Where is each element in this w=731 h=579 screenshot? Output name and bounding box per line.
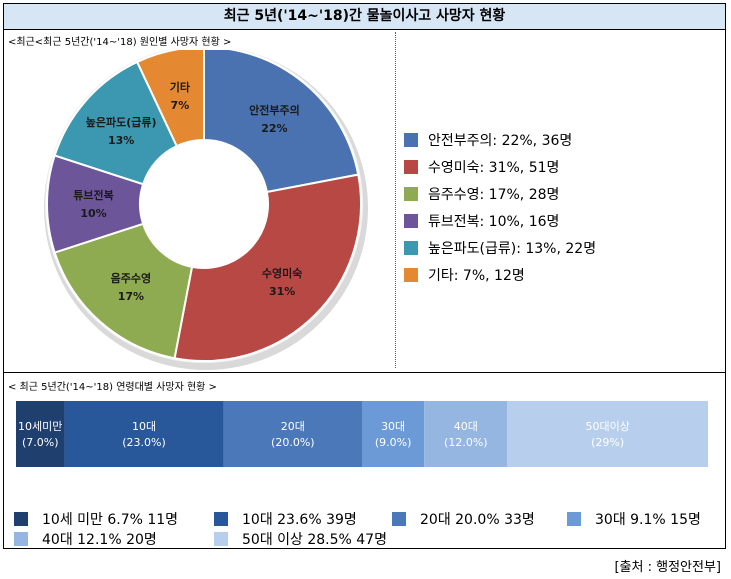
slice-value-label: 22% xyxy=(261,122,287,135)
bar-legend-item: 40대 12.1% 20명 xyxy=(14,529,214,549)
legend-swatch xyxy=(404,132,418,147)
pie-slice xyxy=(203,50,360,194)
donut-hole xyxy=(141,141,267,267)
pie-legend-item: 기타: 7%, 12명 xyxy=(404,261,596,288)
segment-value-label: (12.0%) xyxy=(444,436,488,449)
bar-legend-item: 10세 미만 6.7% 11명 xyxy=(14,509,214,529)
legend-swatch xyxy=(567,512,581,526)
cause-pie-chart: 안전부주의 22% 수영미숙 31% 음주수영 17% 튜브전복 10% 높은파도(급류) 13%… xyxy=(44,50,368,370)
legend-swatch xyxy=(392,512,406,526)
legend-label: 10세 미만 6.7% 11명 xyxy=(42,512,179,528)
legend-label: 수영미숙: 31%, 51명 xyxy=(428,159,560,176)
legend-swatch xyxy=(214,512,228,526)
segment-category-label: 50대이상 xyxy=(585,420,629,433)
source-note: [출처 : 행정안전부] xyxy=(614,560,721,575)
slice-category-label: 기타 xyxy=(170,80,191,94)
legend-label: 10대 23.6% 39명 xyxy=(242,512,357,528)
pie-chart-caption: <최근<최근 5년간('14~'18) 원인별 사망자 현황 > xyxy=(8,37,232,48)
legend-label: 안전부주의: 22%, 36명 xyxy=(428,132,573,149)
legend-label: 40대 12.1% 20명 xyxy=(42,532,157,548)
pie-slice xyxy=(53,222,194,360)
section-divider xyxy=(395,32,396,368)
bar-segment xyxy=(424,401,508,467)
pie-slice xyxy=(53,60,179,186)
legend-label: 20대 20.0% 33명 xyxy=(420,512,535,528)
slice-value-label: 17% xyxy=(118,290,144,303)
slice-value-label: 31% xyxy=(269,285,295,298)
bar-segment xyxy=(362,401,425,467)
legend-swatch xyxy=(404,240,418,255)
bar-legend-item: 10대 23.6% 39명 xyxy=(214,509,392,529)
legend-label: 기타: 7%, 12명 xyxy=(428,267,525,284)
bar-segment xyxy=(223,401,362,467)
bar-legend-item: 50대 이상 28.5% 47명 xyxy=(214,529,387,549)
slice-value-label: 7% xyxy=(171,99,190,112)
legend-swatch xyxy=(404,213,418,228)
legend-label: 50대 이상 28.5% 47명 xyxy=(242,532,387,548)
pie-legend: 안전부주의: 22%, 36명 수영미숙: 31%, 51명 음주수영: 17%… xyxy=(404,126,596,288)
segment-value-label: (20.0%) xyxy=(271,436,315,449)
age-section: < 최근 5년간('14~'18) 연령대별 사망자 현황 > 10세미만 (7.… xyxy=(4,373,725,550)
legend-label: 30대 9.1% 15명 xyxy=(595,512,701,528)
segment-category-label: 10세미만 xyxy=(18,420,62,433)
segment-value-label: (9.0%) xyxy=(375,436,412,449)
slice-value-label: 13% xyxy=(108,134,134,147)
pie-slice xyxy=(135,50,205,148)
bar-legend-row: 40대 12.1% 20명 50대 이상 28.5% 47명 xyxy=(14,529,724,549)
segment-value-label: (23.0%) xyxy=(122,436,166,449)
legend-swatch xyxy=(404,159,418,174)
segment-category-label: 40대 xyxy=(454,420,478,433)
bar-legend-row: 10세 미만 6.7% 11명 10대 23.6% 39명 20대 20.0% … xyxy=(14,509,724,529)
legend-swatch xyxy=(404,267,418,282)
segment-category-label: 30대 xyxy=(381,420,405,433)
legend-swatch xyxy=(404,186,418,201)
legend-swatch xyxy=(214,532,228,546)
legend-label: 높은파도(급류): 13%, 22명 xyxy=(428,240,597,257)
bar-chart-caption: < 최근 5년간('14~'18) 연령대별 사망자 현황 > xyxy=(8,382,217,393)
slice-value-label: 10% xyxy=(80,207,106,220)
slice-category-label: 안전부주의 xyxy=(249,103,300,117)
pie-legend-item: 수영미숙: 31%, 51명 xyxy=(404,153,596,180)
pie-legend-item: 튜브전복: 10%, 16명 xyxy=(404,207,596,234)
figure-frame: 최근 5년('14~'18)간 물놀이사고 사망자 현황 <최근<최근 5년간(… xyxy=(3,3,726,549)
legend-label: 튜브전복: 10%, 16명 xyxy=(428,213,560,230)
slice-category-label: 음주수영 xyxy=(111,272,151,285)
slice-category-label: 수영미숙 xyxy=(262,266,302,280)
segment-category-label: 20대 xyxy=(281,420,305,433)
bar-legend-item: 20대 20.0% 33명 xyxy=(392,509,567,529)
segment-category-label: 10대 xyxy=(132,420,156,433)
bar-legend: 10세 미만 6.7% 11명 10대 23.6% 39명 20대 20.0% … xyxy=(14,509,724,549)
age-stacked-bar-chart: 10세미만 (7.0%) 10대 (23.0%) 20대 (20.0%) 30대 (9.0%)… xyxy=(16,401,708,467)
pie-legend-item: 음주수영: 17%, 28명 xyxy=(404,180,596,207)
slice-category-label: 튜브전복 xyxy=(73,188,113,202)
legend-swatch xyxy=(14,532,28,546)
pie-slice xyxy=(173,173,362,362)
bar-segment xyxy=(16,401,65,467)
bar-legend-item: 30대 9.1% 15명 xyxy=(567,509,701,529)
slice-category-label: 높은파도(급류) xyxy=(86,115,157,129)
pie-legend-item: 안전부주의: 22%, 36명 xyxy=(404,126,596,153)
cause-section: <최근<최근 5년간('14~'18) 원인별 사망자 현황 > 안전부주의 22… xyxy=(4,30,725,373)
segment-value-label: (29%) xyxy=(591,436,624,449)
pie-legend-item: 높은파도(급류): 13%, 22명 xyxy=(404,234,596,261)
figure-title: 최근 5년('14~'18)간 물놀이사고 사망자 현황 xyxy=(4,4,725,30)
segment-value-label: (7.0%) xyxy=(22,436,59,449)
legend-label: 음주수영: 17%, 28명 xyxy=(428,186,560,203)
bar-segment xyxy=(64,401,224,467)
bar-segment xyxy=(507,401,708,467)
legend-swatch xyxy=(14,512,28,526)
